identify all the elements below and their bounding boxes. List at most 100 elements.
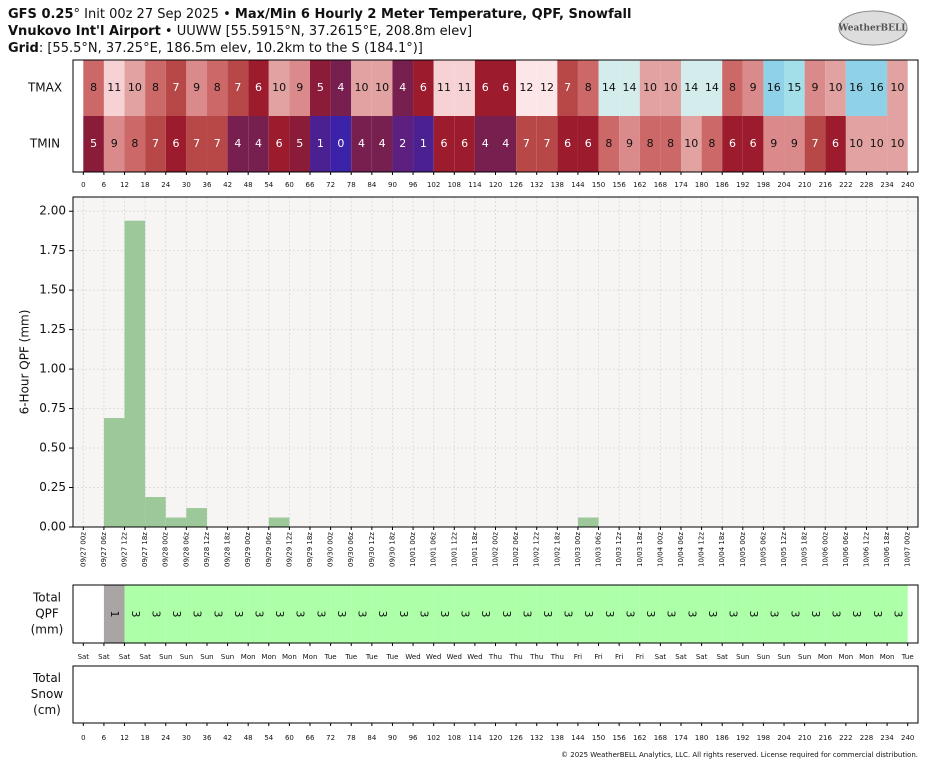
temp-label: 4: [255, 137, 262, 150]
title-part: ° Init 00z 27 Sep 2025 •: [74, 7, 235, 22]
x-tick-label: 222: [839, 734, 852, 742]
x-tick-label: Sun: [159, 653, 172, 661]
x-tick-label: 24: [161, 734, 170, 742]
y-axis-label: 6-Hour QPF (mm): [18, 310, 32, 415]
temp-label: 10: [664, 81, 678, 94]
x-tick-label: 10/02 00z: [492, 532, 500, 567]
total-cell: [577, 585, 599, 643]
temp-label: 10: [849, 137, 863, 150]
y-label: Total: [32, 591, 61, 605]
x-tick-label: 10/06 00z: [821, 532, 829, 567]
temp-label: 6: [564, 137, 571, 150]
x-tick-label: Sat: [655, 653, 667, 661]
y-tick-label: 0.00: [39, 520, 66, 534]
title-part: GFS 0.25: [8, 7, 74, 22]
temp-cell: [742, 116, 764, 172]
temp-label: 8: [214, 81, 221, 94]
x-tick-label: 09/30 12z: [368, 532, 376, 567]
temp-cell: [330, 116, 352, 172]
x-tick-label: 48: [244, 734, 253, 742]
x-tick-label: 150: [592, 734, 605, 742]
total-cell: [474, 585, 496, 643]
temp-label: 2: [399, 137, 406, 150]
temp-cell: [680, 116, 702, 172]
temp-label: 16: [870, 81, 884, 94]
x-tick-label: 12: [120, 181, 129, 189]
total-label: 3: [356, 611, 369, 618]
temp-label: 6: [729, 137, 736, 150]
total-cell: [701, 585, 723, 643]
temp-cell: [186, 60, 207, 116]
total-label: 3: [500, 611, 513, 618]
temp-cell: [887, 116, 908, 172]
x-tick-label: Sun: [200, 653, 213, 661]
temp-cell: [165, 116, 187, 172]
temp-label: 10: [128, 81, 142, 94]
temp-label: 6: [461, 137, 468, 150]
total-label: 3: [788, 611, 801, 618]
x-tick-label: 192: [736, 734, 749, 742]
total-label: 3: [809, 611, 822, 618]
x-tick-label: Wed: [467, 653, 482, 661]
temp-label: 14: [622, 81, 636, 94]
x-tick-label: 10/03 18z: [636, 532, 644, 567]
x-tick-label: 10/01 06z: [430, 532, 438, 567]
x-tick-label: 78: [347, 181, 356, 189]
x-tick-label: Fri: [615, 653, 623, 661]
temp-cell: [289, 116, 311, 172]
temp-cell: [206, 116, 228, 172]
temp-cell: [165, 60, 187, 116]
temp-cell: [371, 60, 393, 116]
temp-label: 8: [647, 137, 654, 150]
x-tick-label: 162: [633, 181, 646, 189]
x-tick-label: 198: [757, 734, 770, 742]
x-tick-label: 10/05 00z: [739, 532, 747, 567]
x-tick-label: 10/05 18z: [801, 532, 809, 567]
total-cell: [413, 585, 434, 643]
temp-cell: [248, 116, 269, 172]
total-cell: [454, 585, 475, 643]
x-tick-label: Tue: [324, 653, 337, 661]
temp-label: 4: [399, 81, 406, 94]
temp-cell: [227, 60, 249, 116]
x-tick-label: 6: [102, 181, 107, 189]
x-tick-label: 210: [798, 181, 811, 189]
total-label: 3: [603, 611, 616, 618]
total-cell: [103, 585, 125, 643]
x-tick-label: 186: [716, 734, 730, 742]
total-cell: [165, 585, 187, 643]
temp-cell: [763, 116, 785, 172]
temp-label: 8: [131, 137, 138, 150]
x-tick-label: 72: [326, 734, 335, 742]
temp-label: 7: [193, 137, 200, 150]
y-label: Total: [32, 671, 61, 685]
temp-label: 4: [502, 137, 509, 150]
temp-label: 14: [602, 81, 616, 94]
total-cell: [124, 585, 146, 643]
temp-label: 7: [564, 81, 571, 94]
total-cell: [330, 585, 352, 643]
x-tick-label: 84: [367, 734, 376, 742]
frame: [72, 665, 919, 724]
temp-label: 9: [626, 137, 633, 150]
total-cell: [206, 585, 228, 643]
y-tick-label: 2.00: [39, 204, 66, 218]
x-tick-label: 120: [489, 734, 502, 742]
temp-label: 7: [234, 81, 241, 94]
x-tick-label: 66: [306, 734, 315, 742]
temp-label: 6: [502, 81, 509, 94]
x-tick-label: 180: [695, 181, 708, 189]
x-tick-label: Sat: [696, 653, 708, 661]
y-label: (mm): [31, 623, 64, 637]
temp-cell: [83, 116, 104, 172]
x-tick-label: 10/07 00z: [904, 532, 912, 567]
temp-cell: [495, 60, 517, 116]
total-cell: [680, 585, 702, 643]
x-tick-label: Fri: [594, 653, 602, 661]
x-tick-label: 18: [141, 734, 150, 742]
y-label: QPF: [35, 607, 59, 621]
temp-cell: [474, 60, 496, 116]
temp-cell: [454, 60, 475, 116]
x-tick-label: 204: [777, 181, 791, 189]
x-tick-label: 228: [860, 181, 873, 189]
